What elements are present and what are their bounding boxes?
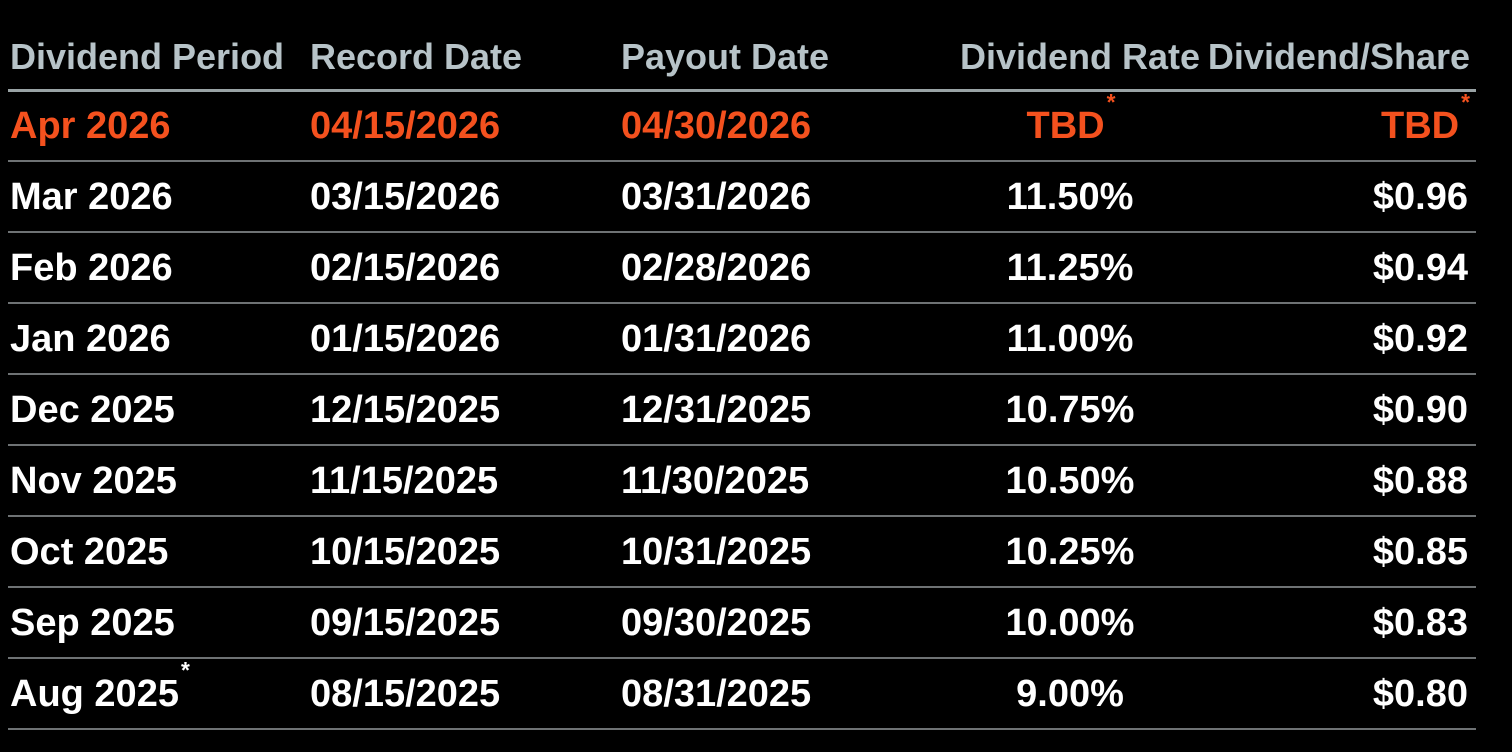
column-header-record-date: Record Date <box>310 0 621 92</box>
share-value: $0.80 <box>1372 672 1468 715</box>
dividend-rate-cell: 10.25% <box>960 516 1182 588</box>
period-value: Sep 2025 <box>10 601 175 644</box>
payout-date-cell: 08/31/2025 <box>621 658 960 730</box>
rate-value: 11.25% <box>1006 246 1134 289</box>
share-value: $0.88 <box>1372 459 1468 502</box>
dividend-rate-cell: 11.50% <box>960 161 1182 233</box>
table-row: Sep 2025 09/15/2025 09/30/2025 10.00% $0… <box>8 587 1476 659</box>
column-header-dividend-rate: Dividend Rate <box>960 0 1200 92</box>
record-date-cell: 04/15/2026 <box>310 90 621 162</box>
payout-date-cell: 02/28/2026 <box>621 232 960 304</box>
table-row: Nov 2025 11/15/2025 11/30/2025 10.50% $0… <box>8 445 1476 517</box>
dividend-share-cell: $0.94 <box>1182 232 1476 304</box>
dividend-period-cell: Nov 2025 <box>8 445 310 517</box>
footnote-asterisk: * <box>1106 88 1116 115</box>
payout-date-cell: 03/31/2026 <box>621 161 960 233</box>
share-value: $0.85 <box>1372 530 1468 573</box>
share-value: $0.92 <box>1372 317 1468 360</box>
record-date-cell: 03/15/2026 <box>310 161 621 233</box>
table-header-row: Dividend Period Record Date Payout Date … <box>8 0 1476 92</box>
dividend-rate-cell: 10.00% <box>960 587 1182 659</box>
dividend-share-cell: $0.90 <box>1182 374 1476 446</box>
payout-date-cell: 09/30/2025 <box>621 587 960 659</box>
record-date-cell: 08/15/2025 <box>310 658 621 730</box>
dividend-period-cell: Feb 2026 <box>8 232 310 304</box>
share-value: $0.96 <box>1372 175 1468 218</box>
table-row: Jan 2026 01/15/2026 01/31/2026 11.00% $0… <box>8 303 1476 375</box>
period-value: Nov 2025 <box>10 459 177 502</box>
rate-value: 11.00% <box>1006 317 1134 360</box>
record-date-cell: 12/15/2025 <box>310 374 621 446</box>
payout-date-cell: 04/30/2026 <box>621 90 960 162</box>
share-value: $0.94 <box>1372 246 1468 289</box>
dividend-period-cell: Sep 2025 <box>8 587 310 659</box>
rate-value: TBD <box>1026 104 1105 147</box>
period-value: Apr 2026 <box>10 104 171 147</box>
footnote-asterisk: * <box>180 656 190 683</box>
record-date-cell: 11/15/2025 <box>310 445 621 517</box>
dividend-rate-cell: TBD* <box>960 88 1182 162</box>
share-value: TBD <box>1381 104 1460 147</box>
dividend-period-cell: Dec 2025 <box>8 374 310 446</box>
dividend-share-cell: $0.80 <box>1182 658 1476 730</box>
period-value: Jan 2026 <box>10 317 171 360</box>
rate-value: 10.75% <box>1005 388 1135 431</box>
share-value: $0.90 <box>1372 388 1468 431</box>
record-date-cell: 01/15/2026 <box>310 303 621 375</box>
table-row: Dec 2025 12/15/2025 12/31/2025 10.75% $0… <box>8 374 1476 446</box>
share-value: $0.83 <box>1372 601 1468 644</box>
dividend-share-cell: TBD* <box>1182 88 1476 162</box>
dividend-rate-cell: 10.50% <box>960 445 1182 517</box>
table-row: Feb 2026 02/15/2026 02/28/2026 11.25% $0… <box>8 232 1476 304</box>
dividend-period-cell: Apr 2026 <box>8 90 310 162</box>
period-value: Mar 2026 <box>10 175 173 218</box>
record-date-cell: 09/15/2025 <box>310 587 621 659</box>
dividend-period-cell: Jan 2026 <box>8 303 310 375</box>
period-value: Aug 2025 <box>10 672 179 715</box>
period-value: Oct 2025 <box>10 530 169 573</box>
dividend-period-cell: Aug 2025* <box>8 656 310 730</box>
dividend-share-cell: $0.96 <box>1182 161 1476 233</box>
rate-value: 10.25% <box>1005 530 1135 573</box>
table-row: Aug 2025* 08/15/2025 08/31/2025 9.00% $0… <box>8 656 1476 730</box>
rate-value: 11.50% <box>1006 175 1134 218</box>
payout-date-cell: 11/30/2025 <box>621 445 960 517</box>
column-header-dividend-period: Dividend Period <box>8 0 310 92</box>
table-row: Oct 2025 10/15/2025 10/31/2025 10.25% $0… <box>8 516 1476 588</box>
dividend-period-cell: Mar 2026 <box>8 161 310 233</box>
dividend-rate-cell: 11.00% <box>960 303 1182 375</box>
dividend-share-cell: $0.85 <box>1182 516 1476 588</box>
dividend-rate-cell: 9.00% <box>960 658 1182 730</box>
record-date-cell: 02/15/2026 <box>310 232 621 304</box>
dividend-share-cell: $0.88 <box>1182 445 1476 517</box>
dividend-share-cell: $0.92 <box>1182 303 1476 375</box>
dividend-rate-cell: 10.75% <box>960 374 1182 446</box>
column-header-dividend-share: Dividend/Share <box>1182 0 1476 92</box>
payout-date-cell: 10/31/2025 <box>621 516 960 588</box>
footnote-asterisk: * <box>1461 88 1470 115</box>
dividend-share-cell: $0.83 <box>1182 587 1476 659</box>
rate-value: 10.00% <box>1005 601 1135 644</box>
table-row: Apr 2026 04/15/2026 04/30/2026 TBD* TBD* <box>8 88 1476 162</box>
dividend-rate-cell: 11.25% <box>960 232 1182 304</box>
payout-date-cell: 12/31/2025 <box>621 374 960 446</box>
column-header-payout-date: Payout Date <box>621 0 960 92</box>
rate-value: 10.50% <box>1005 459 1135 502</box>
period-value: Dec 2025 <box>10 388 175 431</box>
dividend-history-table: Dividend Period Record Date Payout Date … <box>8 0 1476 730</box>
table-row: Mar 2026 03/15/2026 03/31/2026 11.50% $0… <box>8 161 1476 233</box>
record-date-cell: 10/15/2025 <box>310 516 621 588</box>
dividend-period-cell: Oct 2025 <box>8 516 310 588</box>
rate-value: 9.00% <box>1016 672 1124 715</box>
period-value: Feb 2026 <box>10 246 173 289</box>
payout-date-cell: 01/31/2026 <box>621 303 960 375</box>
